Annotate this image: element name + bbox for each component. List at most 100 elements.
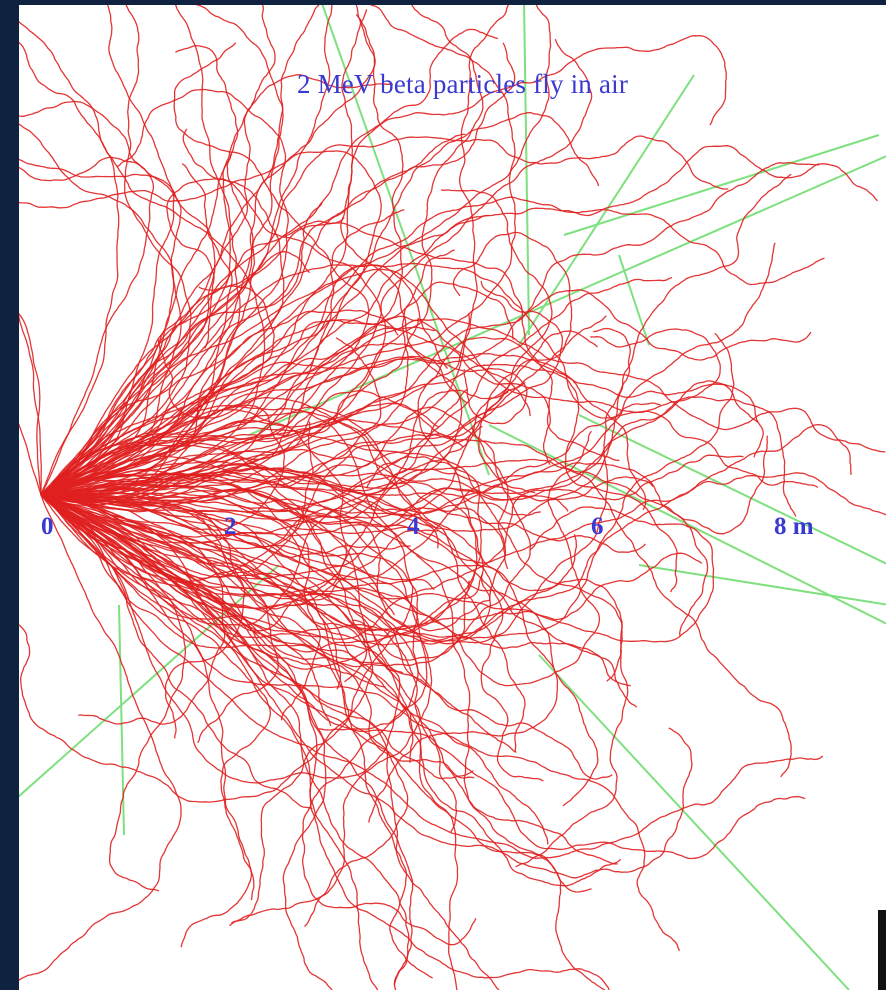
electron-track [40,268,721,496]
electron-track [40,5,333,496]
gamma-track [578,414,886,565]
electron-track [19,312,42,496]
electron-track [40,494,681,951]
electron-track [40,5,509,496]
electron-track [40,262,819,496]
electron-track [40,488,395,616]
electron-track [40,14,404,496]
electron-track [40,74,393,496]
electron-track [40,217,345,496]
electron-track [40,161,878,496]
electron-track [40,494,517,753]
electron-track [40,318,886,496]
electron-track [40,472,886,646]
electron-track [40,145,820,496]
gamma-track [563,134,880,236]
electron-track [40,425,483,632]
electron-track [40,494,470,668]
gamma-track [638,564,886,606]
electron-track [40,494,414,990]
electron-track [40,5,376,496]
electron-track [40,494,578,645]
electron-track [40,494,333,990]
electron-track [40,454,744,640]
electron-track [40,494,622,887]
electron-track [19,123,175,496]
electron-track [40,336,764,497]
gamma-track [538,654,850,990]
electron-track [40,494,549,845]
electron-track [40,472,321,721]
electron-track [40,494,404,674]
electron-track [40,494,592,893]
electron-track [40,44,239,496]
electron-track [40,5,276,498]
electron-track [19,423,42,496]
electron-track [40,494,618,865]
electron-track [40,396,797,580]
electron-track [40,441,490,632]
electron-track [40,494,401,784]
electron-track [40,494,458,833]
electron-track [40,421,314,579]
electron-track [40,494,806,860]
electron-track [40,330,598,528]
electron-track [40,494,613,780]
electron-track [40,494,414,763]
electron-track [40,494,272,901]
electron-track [40,460,623,682]
electron-track [40,153,256,496]
electron-track [40,472,433,927]
electron-track [40,494,610,990]
electron-track [40,355,528,496]
electron-track [40,173,792,532]
electron-track [40,209,405,501]
particle-tracks-canvas [19,5,886,990]
electron-track [40,494,638,708]
electron-track [40,285,275,496]
axis-tick-4: 4 [407,513,420,540]
gamma-track [19,564,280,798]
electron-track [40,112,600,496]
electron-track [40,494,313,810]
electron-track [19,100,155,496]
electron-track [40,135,729,496]
electron-track [40,479,559,823]
electron-track [40,5,232,496]
electron-track [19,150,382,496]
electron-track [40,396,526,752]
electron-track [40,494,500,990]
electron-track [40,202,323,496]
electron-track [40,34,727,496]
electron-track [40,494,599,807]
gamma-track [618,254,650,346]
axis-tick-8m: 8 m [774,513,814,540]
electron-track [19,21,120,496]
electron-track [40,133,466,496]
simulation-panel: 2 MeV beta particles fly in air 0 2 4 6 … [19,5,886,990]
electron-track [40,214,489,496]
electron-track [40,494,693,879]
electron-track [40,42,516,496]
electron-track [40,264,449,496]
figure-title: 2 MeV beta particles fly in air [296,69,629,99]
electron-track [40,38,593,496]
electron-track [40,309,399,496]
axis-tick-6: 6 [591,513,604,540]
electron-track [41,467,646,553]
electron-track [40,242,776,514]
corner-block [878,910,886,990]
electron-track [40,222,620,496]
electron-track [40,327,631,639]
electron-track [40,280,564,507]
electron-track [41,249,455,496]
electron-track [40,492,491,601]
electron-track [40,493,477,946]
electron-track [19,494,182,981]
gamma-track [523,5,530,336]
electron-track [40,178,387,506]
electron-track [41,472,569,512]
electron-track [40,5,192,496]
electron-track [40,5,516,496]
